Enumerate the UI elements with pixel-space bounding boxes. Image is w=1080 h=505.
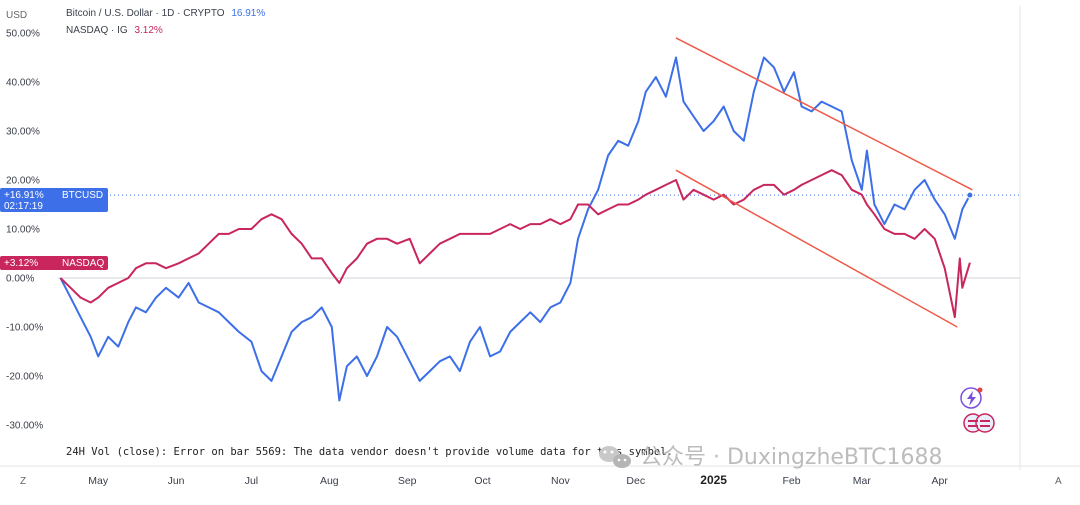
series-line-btcusd: [59, 56, 971, 402]
x-tick-label: 2025: [700, 473, 727, 487]
currency-label: USD: [6, 10, 27, 21]
y-tick-label: -30.00%: [6, 421, 43, 432]
y-axis: 50.00% 40.00% 30.00% 20.00% 10.00% 0.00% -10.0…: [6, 29, 43, 432]
trendline-lower[interactable]: [675, 169, 958, 328]
x-tick-label: Dec: [626, 475, 645, 487]
x-tick-label: Aug: [320, 475, 339, 487]
y-tick-label: -10.00%: [6, 323, 43, 334]
btc-tag-name: BTCUSD: [62, 190, 103, 201]
series-line-nasdaq: [59, 169, 971, 319]
x-tick-label: Oct: [474, 475, 490, 487]
x-tick-label: Mar: [853, 475, 872, 487]
nasdaq-price-tag: +3.12% NASDAQ: [0, 256, 108, 270]
zoom-button-left[interactable]: Z: [20, 476, 26, 487]
auto-scale-button[interactable]: A: [1055, 476, 1062, 487]
svg-text:Bitcoin / U.S. Dollar · 1D · C: Bitcoin / U.S. Dollar · 1D · CRYPTO 16.9…: [66, 8, 265, 19]
legend-nasdaq-value: 3.12%: [134, 25, 162, 36]
volume-error-notice: 24H Vol (close): Error on bar 5569: The …: [66, 446, 673, 458]
svg-text:NASDAQ · IG 3.12%: NASDAQ · IG 3.12%: [66, 25, 163, 36]
x-tick-label: Sep: [398, 475, 417, 487]
nasdaq-tag-name: NASDAQ: [62, 258, 104, 269]
x-axis: May Jun Jul Aug Sep Oct Nov Dec 2025 Feb Mar Apr: [88, 473, 948, 487]
x-tick-label: Nov: [551, 475, 570, 487]
y-tick-label: 40.00%: [6, 78, 40, 89]
x-tick-label: Jul: [245, 475, 258, 487]
legend: Bitcoin / U.S. Dollar · 1D · CRYPTO 16.9…: [66, 8, 265, 36]
trendline-upper[interactable]: [675, 37, 973, 191]
y-tick-label: 30.00%: [6, 127, 40, 138]
legend-btc-value: 16.91%: [231, 8, 265, 19]
y-tick-label: 50.00%: [6, 29, 40, 40]
btc-last-point: [966, 191, 974, 199]
x-tick-label: May: [88, 475, 109, 487]
flag-badge-icon[interactable]: [963, 413, 995, 433]
y-tick-label: 10.00%: [6, 225, 40, 236]
btc-price-tag: +16.91% 02:17:19 BTCUSD: [0, 188, 108, 212]
btc-tag-time: 02:17:19: [4, 201, 43, 212]
legend-nasdaq-label: NASDAQ · IG: [66, 25, 128, 36]
y-tick-label: 20.00%: [6, 176, 40, 187]
btc-tag-value: +16.91%: [4, 190, 44, 201]
y-tick-label: -20.00%: [6, 372, 43, 383]
watermark-text: 公众号 · DuxingzheBTC1688: [640, 445, 943, 470]
lightning-icon[interactable]: [960, 387, 983, 409]
wechat-icon: [599, 446, 631, 468]
nasdaq-tag-value: +3.12%: [4, 258, 38, 269]
x-tick-label: Jun: [168, 475, 185, 487]
y-tick-label: 0.00%: [6, 274, 34, 285]
legend-btc-label: Bitcoin / U.S. Dollar · 1D · CRYPTO: [66, 8, 225, 19]
x-tick-label: Feb: [782, 475, 800, 487]
x-tick-label: Apr: [932, 475, 949, 487]
watermark: 公众号 · DuxingzheBTC1688: [599, 445, 943, 470]
